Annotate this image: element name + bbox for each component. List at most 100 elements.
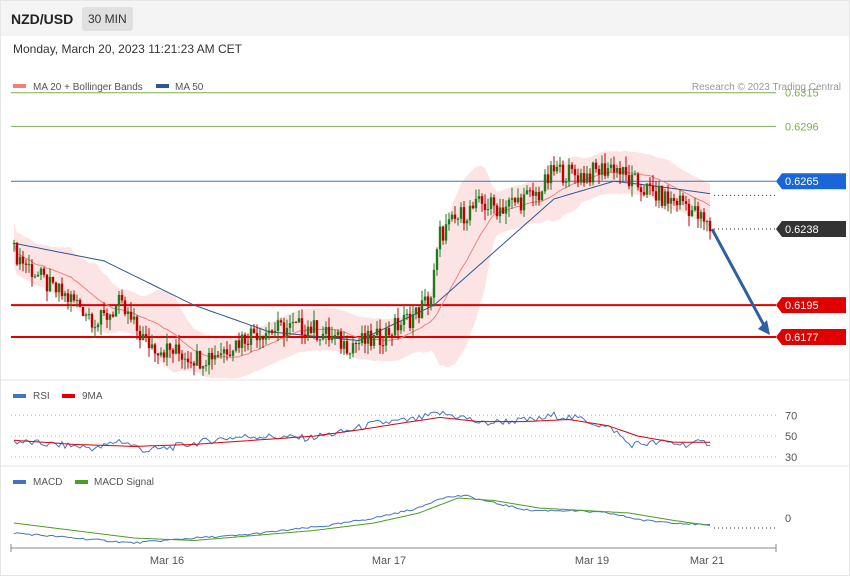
candle bbox=[231, 350, 235, 356]
legend-macd: MACD bbox=[33, 477, 62, 488]
candle bbox=[213, 355, 217, 360]
candle bbox=[351, 343, 355, 354]
candle bbox=[288, 323, 292, 328]
candle bbox=[588, 173, 592, 183]
legend-swatch-macd-signal bbox=[75, 480, 88, 484]
candle bbox=[219, 353, 223, 356]
candle bbox=[630, 174, 634, 187]
candle bbox=[144, 334, 148, 337]
x-tick-label: Mar 17 bbox=[372, 555, 406, 567]
candle bbox=[240, 334, 244, 348]
level-label: 0.6296 bbox=[785, 121, 819, 133]
candle bbox=[312, 320, 316, 333]
candle bbox=[108, 314, 112, 320]
candle bbox=[81, 306, 85, 316]
legend-swatch-macd bbox=[13, 480, 26, 484]
candle bbox=[114, 306, 118, 317]
candle bbox=[360, 333, 364, 344]
candle bbox=[90, 314, 94, 328]
candle bbox=[366, 330, 370, 344]
candle bbox=[495, 205, 499, 217]
level-label: 0.6195 bbox=[785, 300, 819, 312]
candle bbox=[204, 365, 208, 367]
candle bbox=[465, 220, 469, 224]
candle bbox=[324, 326, 328, 334]
timeframe-badge[interactable]: 30 MIN bbox=[82, 7, 133, 31]
candle bbox=[519, 197, 523, 211]
candle bbox=[84, 314, 88, 316]
candle bbox=[195, 350, 199, 366]
candle bbox=[273, 330, 277, 333]
level-tag bbox=[776, 329, 846, 346]
candle bbox=[183, 358, 187, 360]
candle bbox=[159, 352, 163, 356]
legend-swatch-rsi bbox=[13, 394, 26, 398]
candle bbox=[252, 328, 256, 334]
candle bbox=[672, 198, 676, 201]
candle bbox=[150, 344, 154, 349]
candle bbox=[96, 324, 100, 328]
candle bbox=[561, 164, 565, 183]
candle bbox=[33, 276, 37, 278]
candle bbox=[684, 201, 688, 204]
trend-arrow bbox=[710, 228, 768, 330]
candle bbox=[216, 355, 220, 357]
level-label: 0.6238 bbox=[785, 224, 819, 236]
candle bbox=[618, 168, 622, 175]
candle bbox=[381, 345, 385, 347]
candle bbox=[69, 294, 73, 302]
candle bbox=[522, 194, 526, 211]
candle bbox=[327, 326, 331, 341]
candle bbox=[642, 192, 646, 195]
candle bbox=[123, 300, 127, 315]
candle bbox=[636, 174, 640, 188]
candle bbox=[681, 195, 685, 202]
candle bbox=[423, 296, 427, 301]
candle bbox=[333, 335, 337, 337]
candle bbox=[27, 264, 31, 266]
candle bbox=[567, 164, 571, 182]
candle bbox=[141, 334, 145, 341]
candle bbox=[153, 344, 157, 354]
candle bbox=[237, 340, 241, 348]
candle bbox=[255, 333, 259, 341]
candle bbox=[471, 205, 475, 209]
candle bbox=[678, 195, 682, 206]
candle bbox=[438, 226, 442, 250]
level-label: 0.6177 bbox=[785, 332, 819, 344]
candle bbox=[18, 256, 22, 265]
candle bbox=[663, 191, 667, 206]
candle bbox=[384, 328, 388, 346]
candle bbox=[666, 191, 670, 204]
candle bbox=[627, 175, 631, 187]
candle bbox=[132, 316, 136, 320]
credit: Research © 2023 Trading Central bbox=[692, 82, 841, 93]
candle bbox=[276, 320, 280, 331]
candle bbox=[177, 344, 181, 354]
candle bbox=[483, 203, 487, 211]
candle bbox=[294, 321, 298, 323]
rsi-tick: 70 bbox=[785, 410, 797, 422]
candle bbox=[486, 209, 490, 211]
candle bbox=[354, 343, 358, 345]
candle bbox=[597, 168, 601, 175]
legend-ma50: MA 50 bbox=[175, 82, 204, 93]
legend-ma20: MA 20 + Bollinger Bands bbox=[33, 82, 143, 93]
candle bbox=[156, 353, 160, 356]
candle bbox=[690, 210, 694, 217]
candle bbox=[405, 313, 409, 315]
candle bbox=[645, 183, 649, 195]
candle bbox=[339, 331, 343, 349]
candle bbox=[468, 205, 472, 221]
candle bbox=[171, 349, 175, 354]
candle bbox=[459, 207, 463, 219]
candle bbox=[303, 334, 307, 337]
candle bbox=[57, 283, 61, 293]
candle bbox=[441, 226, 445, 241]
candle bbox=[117, 294, 121, 307]
candle bbox=[639, 187, 643, 193]
candle bbox=[282, 322, 286, 337]
candle bbox=[39, 268, 43, 275]
candle bbox=[648, 183, 652, 186]
candle bbox=[705, 220, 709, 222]
